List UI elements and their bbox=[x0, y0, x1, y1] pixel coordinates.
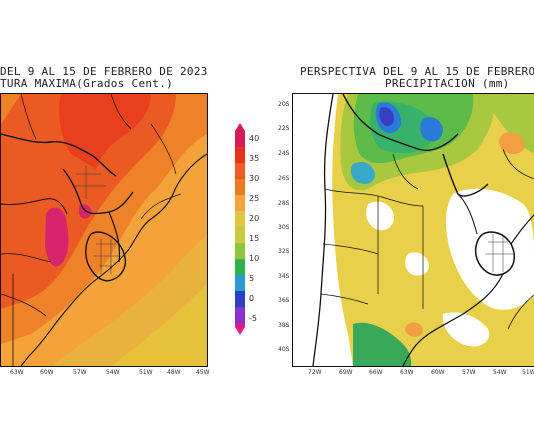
right-lon-axis: 72W 69W 66W 63W 60W 57W 54W 51W bbox=[292, 367, 534, 377]
colorbar-tick: 15 bbox=[249, 234, 260, 243]
colorbar-tick: 20 bbox=[249, 214, 260, 223]
colorbar-tick: -5 bbox=[249, 314, 257, 323]
temperature-colorbar bbox=[235, 123, 245, 335]
right-lat-label: 20S bbox=[278, 101, 290, 108]
colorbar-tick: 5 bbox=[249, 274, 255, 283]
right-lon-label: 66W bbox=[369, 369, 383, 376]
precipitation-map bbox=[292, 93, 534, 367]
right-lat-label: 30S bbox=[278, 224, 290, 231]
right-lon-label: 69W bbox=[339, 369, 353, 376]
left-lon-label: 60W bbox=[40, 369, 54, 376]
left-lon-label: 48W bbox=[167, 369, 181, 376]
left-lon-label: 63W bbox=[10, 369, 24, 376]
right-lon-label: 57W bbox=[462, 369, 476, 376]
right-lat-label: 26S bbox=[278, 175, 290, 182]
colorbar-tick: 25 bbox=[249, 194, 260, 203]
right-lat-label: 38S bbox=[278, 322, 290, 329]
left-lon-label: 51W bbox=[139, 369, 153, 376]
right-lat-label: 28S bbox=[278, 200, 290, 207]
left-lon-label: 57W bbox=[73, 369, 87, 376]
right-lon-label: 54W bbox=[493, 369, 507, 376]
right-lat-axis: 20S 22S 24S 26S 28S 30S 32S 34S 36S 38S … bbox=[274, 93, 292, 365]
temperature-map bbox=[0, 93, 208, 367]
right-lon-label: 63W bbox=[400, 369, 414, 376]
right-lon-label: 72W bbox=[308, 369, 322, 376]
left-title-line1: DEL 9 AL 15 DE FEBRERO DE 2023 bbox=[0, 65, 208, 78]
right-lon-label: 60W bbox=[431, 369, 445, 376]
right-title-line2: PRECIPITACION (mm) bbox=[385, 77, 510, 90]
right-lat-label: 36S bbox=[278, 297, 290, 304]
right-lat-label: 24S bbox=[278, 150, 290, 157]
right-lat-label: 34S bbox=[278, 273, 290, 280]
right-lat-label: 40S bbox=[278, 346, 290, 353]
left-lon-axis: 63W 60W 57W 54W 51W 48W 45W bbox=[0, 367, 210, 377]
colorbar-tick: 35 bbox=[249, 154, 260, 163]
right-lat-label: 22S bbox=[278, 125, 290, 132]
right-lat-label: 32S bbox=[278, 248, 290, 255]
left-title-line2: TURA MAXIMA(Grados Cent.) bbox=[0, 77, 174, 90]
colorbar-tick: 40 bbox=[249, 134, 260, 143]
right-title-line1: PERSPECTIVA DEL 9 AL 15 DE FEBRERO bbox=[300, 65, 534, 78]
left-lon-label: 54W bbox=[106, 369, 120, 376]
colorbar-tick: 0 bbox=[249, 294, 255, 303]
left-lon-label: 45W bbox=[196, 369, 210, 376]
colorbar-tick: 10 bbox=[249, 254, 260, 263]
right-lon-label: 51W bbox=[522, 369, 534, 376]
colorbar-tick: 30 bbox=[249, 174, 260, 183]
